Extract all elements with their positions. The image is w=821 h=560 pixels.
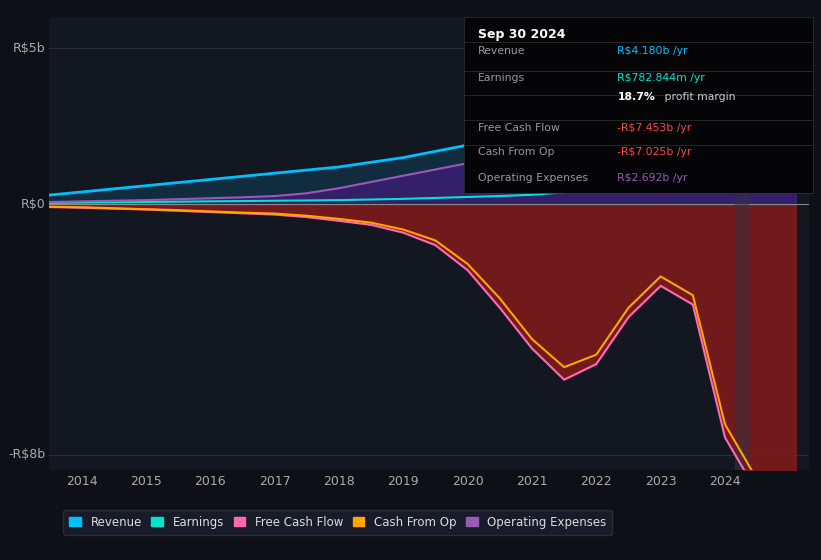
Text: Operating Expenses: Operating Expenses (478, 173, 588, 183)
Text: R$782.844m /yr: R$782.844m /yr (617, 73, 705, 83)
Text: Earnings: Earnings (478, 73, 525, 83)
Text: Sep 30 2024: Sep 30 2024 (478, 28, 566, 41)
Text: R$0: R$0 (21, 198, 45, 211)
Bar (735, 17, 748, 470)
Text: profit margin: profit margin (661, 92, 736, 102)
Text: -R$7.025b /yr: -R$7.025b /yr (617, 147, 692, 157)
Text: -R$7.453b /yr: -R$7.453b /yr (617, 123, 691, 133)
Text: R$2.692b /yr: R$2.692b /yr (617, 173, 688, 183)
Text: Cash From Op: Cash From Op (478, 147, 554, 157)
Legend: Revenue, Earnings, Free Cash Flow, Cash From Op, Operating Expenses: Revenue, Earnings, Free Cash Flow, Cash … (63, 510, 612, 535)
Text: R$4.180b /yr: R$4.180b /yr (617, 46, 688, 56)
Text: 18.7%: 18.7% (617, 92, 655, 102)
Text: Free Cash Flow: Free Cash Flow (478, 123, 560, 133)
Text: -R$8b: -R$8b (8, 448, 45, 461)
Text: R$5b: R$5b (13, 41, 45, 54)
Text: Revenue: Revenue (478, 46, 525, 56)
